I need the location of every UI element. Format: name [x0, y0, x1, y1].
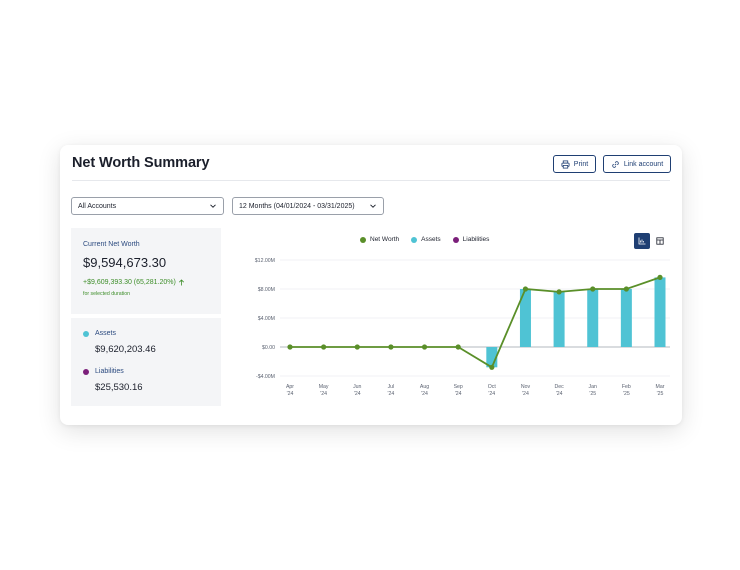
x-tick-label: Jan [589, 384, 597, 390]
net-worth-chart: $12.00M$8.00M$4.00M$0.00-$4.00M Apr'24Ma… [255, 258, 670, 397]
chart-view-toggle[interactable] [634, 233, 650, 249]
net-worth-line [290, 276, 661, 369]
y-tick-label: $0.00 [262, 345, 275, 351]
assets-dot-icon [83, 330, 89, 337]
legend-label-net-worth: Net Worth [370, 236, 400, 243]
table-icon [656, 237, 664, 245]
net-worth-point [623, 286, 629, 292]
table-view-toggle[interactable] [652, 233, 668, 249]
print-label: Print [573, 160, 589, 168]
assets-bar [486, 347, 498, 368]
x-tick-year-label: '24 [556, 391, 563, 397]
assets-legend: Assets [83, 330, 116, 337]
print-button[interactable]: Print [553, 155, 596, 173]
x-tick-label: Mar [656, 384, 665, 390]
x-tick-year-label: '24 [455, 391, 462, 397]
legend-label-liabilities: Liabilities [462, 236, 490, 243]
net-worth-change-subtext: for selected duration [83, 291, 131, 297]
header-divider [72, 180, 670, 181]
x-tick-year-label: '24 [354, 391, 361, 397]
y-tick-label: $12.00M [255, 258, 275, 264]
assets-dot-icon [411, 236, 418, 243]
net-worth-point [657, 274, 663, 280]
legend-label-assets: Assets [421, 236, 441, 243]
chart-icon [638, 237, 646, 245]
x-tick-label: Jul [388, 384, 395, 390]
assets-label: Assets [95, 330, 117, 337]
liabilities-dot-icon [83, 368, 89, 375]
x-tick-label: Dec [554, 384, 564, 390]
x-tick-year-label: '24 [320, 391, 327, 397]
y-tick-label: $8.00M [258, 287, 275, 293]
current-net-worth-label: Current Net Worth [83, 241, 140, 248]
liabilities-label: Liabilities [95, 368, 124, 375]
accounts-select[interactable]: All Accounts [71, 197, 224, 215]
date-range-select[interactable]: 12 Months (04/01/2024 - 03/31/2025) [232, 197, 384, 215]
assets-bar [654, 277, 666, 347]
assets-value: $9,620,203.46 [95, 344, 156, 355]
net-worth-point [522, 286, 529, 292]
net-worth-point [556, 289, 562, 295]
x-tick-label: Jun [353, 384, 361, 390]
net-worth-card: Net Worth Summary Print Link account All… [60, 145, 682, 425]
x-tick-year-label: '24 [421, 391, 428, 397]
current-net-worth-value: $9,594,673.30 [83, 255, 167, 270]
page-title: Net Worth Summary [72, 155, 210, 171]
assets-bar [587, 289, 599, 347]
legend-item-net-worth[interactable]: Net Worth [360, 236, 399, 243]
x-tick-year-label: '24 [522, 391, 529, 397]
net-worth-dot-icon [360, 236, 366, 243]
x-tick-year-label: '25 [589, 391, 596, 397]
x-tick-year-label: '24 [287, 391, 294, 397]
net-worth-point [388, 344, 394, 350]
link-icon [612, 160, 619, 168]
assets-bar [519, 289, 531, 347]
x-tick-label: Nov [521, 384, 531, 390]
x-tick-label: Apr [286, 384, 294, 390]
liabilities-legend: Liabilities [83, 368, 124, 375]
x-tick-label: Oct [488, 384, 497, 390]
net-worth-change: +$9,609,393.30 (65,281.20%) [83, 279, 185, 286]
link-account-label: Link account [623, 160, 664, 168]
net-worth-point [321, 344, 327, 350]
net-worth-point [455, 344, 461, 350]
assets-bar [620, 289, 632, 347]
net-worth-point [421, 344, 428, 350]
y-tick-label: -$4.00M [256, 374, 275, 380]
y-tick-label: $4.00M [258, 316, 275, 322]
assets-liabilities-panel: Assets $9,620,203.46 Liabilities $25,530… [71, 318, 221, 406]
printer-icon [561, 159, 570, 169]
liabilities-dot-icon [452, 236, 459, 243]
assets-bar [553, 291, 565, 347]
chevron-down-icon [210, 204, 216, 208]
x-tick-year-label: '24 [488, 391, 495, 397]
x-tick-label: Aug [420, 384, 429, 390]
x-tick-year-label: '25 [623, 391, 630, 397]
link-account-button[interactable]: Link account [603, 155, 671, 173]
legend-item-liabilities[interactable]: Liabilities [452, 236, 490, 243]
net-worth-change-text: +$9,609,393.30 (65,281.20%) [83, 279, 176, 286]
net-worth-point [590, 286, 596, 292]
x-tick-year-label: '24 [388, 391, 395, 397]
date-range-select-value: 12 Months (04/01/2024 - 03/31/2025) [239, 202, 355, 210]
net-worth-point [489, 364, 495, 370]
x-tick-label: May [319, 384, 329, 390]
x-tick-label: Feb [622, 384, 631, 390]
arrow-up-icon [178, 279, 184, 286]
legend-item-assets[interactable]: Assets [411, 236, 441, 243]
net-worth-point [354, 344, 360, 350]
net-worth-point [287, 344, 293, 350]
x-tick-label: Sep [454, 384, 463, 390]
chevron-down-icon [370, 204, 376, 208]
liabilities-value: $25,530.16 [95, 382, 143, 393]
accounts-select-value: All Accounts [78, 202, 117, 210]
x-tick-year-label: '25 [657, 391, 664, 397]
current-net-worth-panel: Current Net Worth $9,594,673.30 +$9,609,… [71, 228, 221, 314]
chart-legend: Net Worth Assets Liabilities [360, 236, 489, 243]
